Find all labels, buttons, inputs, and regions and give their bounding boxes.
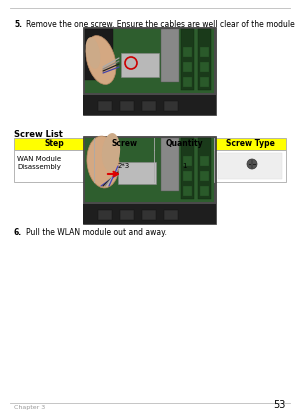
Bar <box>200 47 209 57</box>
Bar <box>83 27 216 115</box>
Text: WAN Module: WAN Module <box>17 156 61 162</box>
Bar <box>98 101 112 111</box>
Bar <box>83 136 216 224</box>
Bar <box>14 138 286 150</box>
Bar <box>183 77 192 87</box>
Bar <box>161 29 179 82</box>
Text: Quantity: Quantity <box>165 139 203 149</box>
Bar <box>183 186 192 196</box>
Ellipse shape <box>85 37 100 69</box>
Bar <box>98 210 112 220</box>
Bar <box>198 138 211 199</box>
Bar <box>181 29 194 90</box>
Ellipse shape <box>86 36 116 84</box>
Ellipse shape <box>87 136 119 188</box>
Bar <box>198 29 211 90</box>
Text: 5.: 5. <box>14 20 22 29</box>
Bar <box>183 62 192 72</box>
Text: Disassembly: Disassembly <box>17 164 61 170</box>
Bar <box>85 29 214 93</box>
Bar <box>120 210 134 220</box>
Bar <box>83 204 216 224</box>
Bar <box>118 162 156 184</box>
Bar <box>164 101 178 111</box>
Bar <box>120 101 134 111</box>
Bar <box>85 138 214 202</box>
Text: 53: 53 <box>274 400 286 410</box>
Bar <box>142 210 156 220</box>
Text: Screw List: Screw List <box>14 130 63 139</box>
Bar <box>183 156 192 166</box>
Bar <box>183 171 192 181</box>
Bar <box>200 186 209 196</box>
Bar <box>200 156 209 166</box>
Text: Remove the one screw. Ensure the cables are well clear of the module: Remove the one screw. Ensure the cables … <box>26 20 295 29</box>
Text: 2*3: 2*3 <box>118 163 130 169</box>
Bar <box>83 95 216 115</box>
Bar <box>200 171 209 181</box>
Bar <box>142 101 156 111</box>
Bar <box>183 47 192 57</box>
Bar <box>164 210 178 220</box>
Text: Chapter 3: Chapter 3 <box>14 405 45 410</box>
Circle shape <box>247 159 257 169</box>
Text: Step: Step <box>44 139 64 149</box>
Bar <box>200 77 209 87</box>
Text: Screw: Screw <box>111 139 137 149</box>
Bar <box>121 53 159 77</box>
Bar <box>218 153 282 179</box>
Text: 6.: 6. <box>14 228 22 237</box>
Text: Screw Type: Screw Type <box>226 139 274 149</box>
Bar <box>14 150 286 182</box>
Bar <box>161 138 179 191</box>
Text: 1: 1 <box>182 163 186 169</box>
Ellipse shape <box>102 133 120 171</box>
Bar <box>200 62 209 72</box>
Bar <box>181 138 194 199</box>
Text: Pull the WLAN module out and away.: Pull the WLAN module out and away. <box>26 228 167 237</box>
Bar <box>85 29 113 80</box>
